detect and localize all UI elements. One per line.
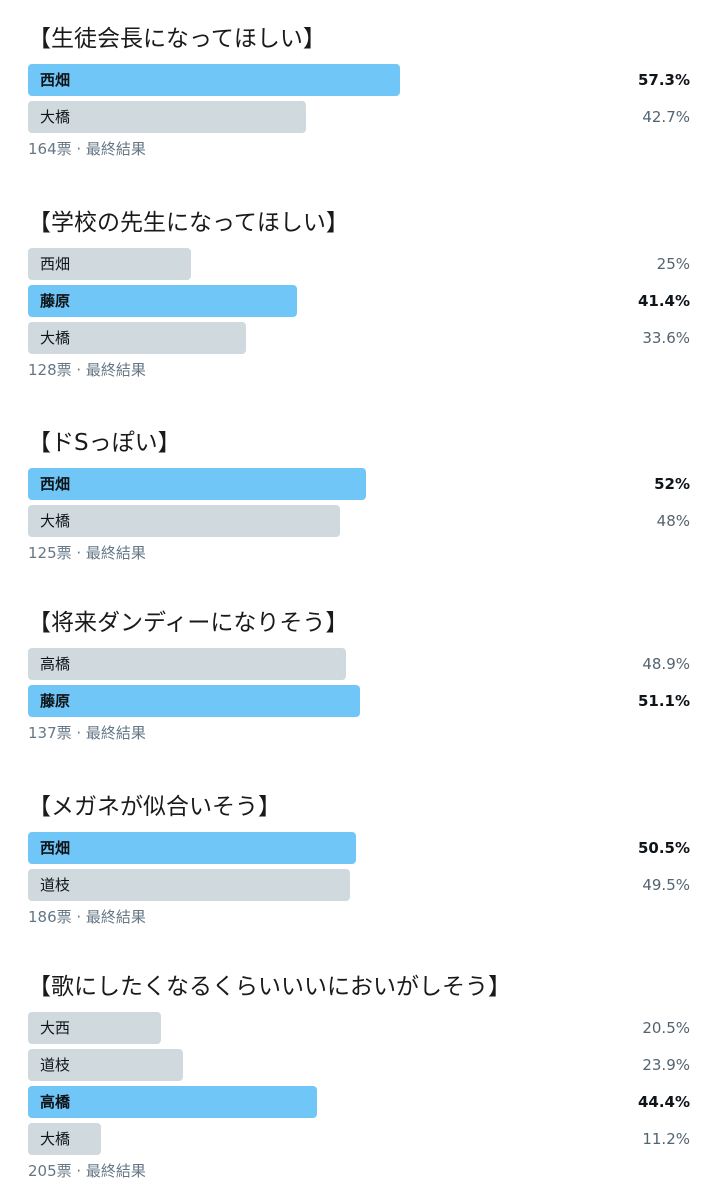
poll-option-bar (28, 648, 346, 680)
poll-footer: 186票 · 最終結果 (28, 908, 146, 926)
poll-title: 【ドSっぽい】 (28, 430, 181, 456)
poll-option-percent: 57.3% (637, 71, 690, 89)
poll-option: 道枝 49.5% (28, 869, 690, 901)
poll-option-percent: 33.6% (642, 329, 690, 347)
poll-option: 大西 20.5% (28, 1012, 690, 1044)
poll-option-percent: 20.5% (642, 1019, 690, 1037)
poll-option-percent: 49.5% (642, 876, 690, 894)
poll-option-bar (28, 285, 297, 317)
poll-option: 西畑 52% (28, 468, 690, 500)
poll-option-label: 道枝 (40, 1056, 71, 1074)
poll-option: 大橋 48% (28, 505, 690, 537)
poll-option-label: 西畑 (40, 839, 71, 857)
poll-option-percent: 41.4% (637, 292, 690, 310)
poll-option-label: 大橋 (40, 108, 71, 126)
poll-option-label: 大橋 (40, 512, 71, 530)
poll-option-bar (28, 468, 366, 500)
poll-5: 【メガネが似合いそう】 西畑 50.5% 道枝 49.5% 186票 · 最終結… (28, 792, 690, 928)
poll-4: 【将来ダンディーになりそう】 高橋 48.9% 藤原 51.1% 137票 · … (28, 608, 690, 744)
poll-option-label: 道枝 (40, 876, 71, 894)
poll-option-bar (28, 1012, 161, 1044)
poll-option-percent: 48.9% (642, 655, 690, 673)
poll-option-percent: 25% (656, 255, 690, 273)
poll-option-percent: 50.5% (637, 839, 690, 857)
poll-footer: 128票 · 最終結果 (28, 361, 146, 379)
poll-option: 西畑 57.3% (28, 64, 690, 96)
poll-option-label: 大橋 (40, 1130, 71, 1148)
poll-option-percent: 52% (654, 475, 690, 493)
poll-title: 【生徒会長になってほしい】 (28, 26, 326, 52)
poll-option-label: 西畑 (40, 475, 71, 493)
poll-title: 【メガネが似合いそう】 (28, 794, 281, 820)
poll-option: 高橋 44.4% (28, 1086, 690, 1118)
poll-footer: 137票 · 最終結果 (28, 724, 146, 742)
poll-footer: 164票 · 最終結果 (28, 140, 146, 158)
poll-option: 大橋 42.7% (28, 101, 690, 133)
poll-option-percent: 48% (656, 512, 690, 530)
poll-option-bar (28, 1049, 183, 1081)
poll-option-percent: 44.4% (637, 1093, 690, 1111)
poll-footer: 205票 · 最終結果 (28, 1162, 146, 1180)
poll-option-bar (28, 1123, 101, 1155)
poll-option-label: 大橋 (40, 329, 71, 347)
poll-2: 【学校の先生になってほしい】 西畑 25% 藤原 41.4% 大橋 33.6% … (28, 208, 690, 381)
poll-option-bar (28, 869, 350, 901)
poll-option-label: 西畑 (40, 71, 71, 89)
poll-footer: 125票 · 最終結果 (28, 544, 146, 562)
poll-6: 【歌にしたくなるくらいいいにおいがしそう】 大西 20.5% 道枝 23.9% … (28, 972, 690, 1182)
poll-option-label: 藤原 (40, 692, 71, 710)
poll-option-bar (28, 248, 191, 280)
poll-option: 高橋 48.9% (28, 648, 690, 680)
poll-option: 藤原 51.1% (28, 685, 690, 717)
poll-option-bar (28, 832, 356, 864)
poll-option-label: 高橋 (40, 655, 71, 673)
poll-option-bar (28, 685, 360, 717)
poll-option-percent: 51.1% (637, 692, 690, 710)
poll-option-bar (28, 101, 306, 133)
poll-option-percent: 11.2% (642, 1130, 690, 1148)
poll-option-label: 高橋 (40, 1093, 71, 1111)
poll-option: 大橋 11.2% (28, 1123, 690, 1155)
poll-option-label: 西畑 (40, 255, 71, 273)
poll-option: 西畑 50.5% (28, 832, 690, 864)
poll-option: 大橋 33.6% (28, 322, 690, 354)
poll-title: 【学校の先生になってほしい】 (28, 210, 349, 236)
poll-title: 【歌にしたくなるくらいいいにおいがしそう】 (28, 974, 511, 1000)
poll-option: 藤原 41.4% (28, 285, 690, 317)
poll-option-bar (28, 505, 340, 537)
poll-option-label: 大西 (40, 1019, 71, 1037)
poll-option: 西畑 25% (28, 248, 690, 280)
poll-title: 【将来ダンディーになりそう】 (28, 610, 349, 636)
poll-3: 【ドSっぽい】 西畑 52% 大橋 48% 125票 · 最終結果 (28, 428, 690, 564)
poll-option-percent: 23.9% (642, 1056, 690, 1074)
poll-option-bar (28, 322, 246, 354)
poll-option: 道枝 23.9% (28, 1049, 690, 1081)
poll-option-label: 藤原 (40, 292, 71, 310)
poll-1: 【生徒会長になってほしい】 西畑 57.3% 大橋 42.7% 164票 · 最… (28, 24, 690, 160)
poll-option-percent: 42.7% (642, 108, 690, 126)
poll-option-bar (28, 64, 400, 96)
poll-option-bar (28, 1086, 317, 1118)
